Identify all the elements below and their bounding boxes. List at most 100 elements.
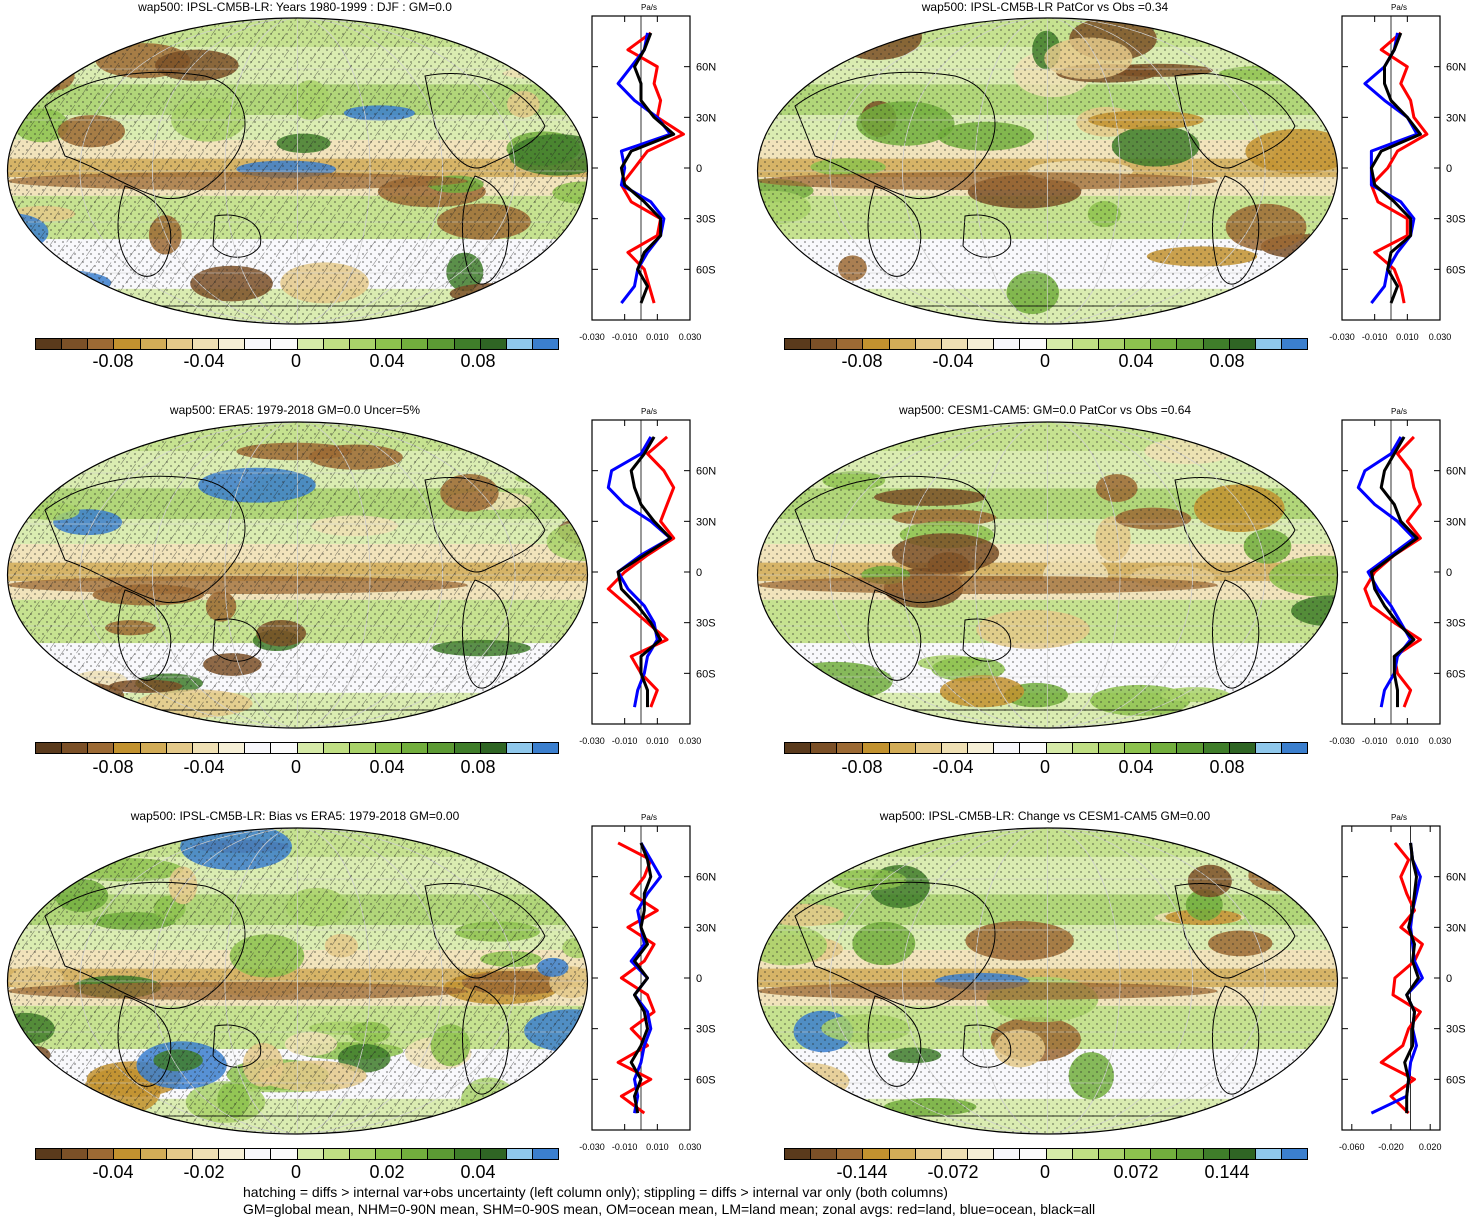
colorbar-swatch (1281, 339, 1308, 349)
colorbar-swatch (114, 1149, 141, 1159)
colorbar-swatch (1177, 743, 1204, 753)
colorbar-swatch (1020, 743, 1047, 753)
colorbar-swatch (297, 339, 324, 349)
lat-label: 30S (696, 618, 716, 630)
colorbar-swatch (402, 743, 429, 753)
zonal-profile-chart: Pa/s -0.030 -0.010 0.010 0.030 60N 30N 0 30S 60S (579, 407, 716, 746)
colorbar-swatch (1020, 339, 1047, 349)
zonal-profile-chart: Pa/s -0.060 -0.020 0.020 60N 30N 0 30S 60S (1339, 813, 1466, 1152)
colorbar-swatch (428, 743, 455, 753)
colorbar-tick-label: 0.144 (1204, 1162, 1250, 1182)
x-tick-label: 0.010 (646, 1142, 669, 1152)
colorbar-swatch (915, 1149, 942, 1159)
zonal-profile-chart: Pa/s -0.030 -0.010 0.010 0.030 60N 30N 0 30S 60S (1329, 3, 1466, 342)
colorbar-swatch (532, 743, 559, 753)
colorbar-swatch (323, 339, 350, 349)
colorbar-swatch (323, 743, 350, 753)
colorbar-swatch (941, 339, 969, 349)
colorbar-tick-label: -0.08 (92, 757, 134, 777)
colorbar-swatch (863, 339, 890, 349)
colorbar-swatch (36, 339, 63, 349)
zonal-profile-chart: Pa/s -0.030 -0.010 0.010 0.030 60N 30N 0 30S 60S (579, 3, 716, 342)
x-tick-label: -0.030 (1329, 736, 1355, 746)
panel-title: wap500: ERA5: 1979-2018 GM=0.0 Uncer=5% (169, 403, 421, 417)
x-tick-label: -0.060 (1339, 1142, 1365, 1152)
colorbar-tick-label: 0 (290, 351, 302, 371)
lat-label: 30N (696, 922, 716, 934)
colorbar-swatch (1281, 743, 1308, 753)
x-tick-label: -0.010 (612, 1142, 638, 1152)
colorbar-swatch (1046, 1149, 1073, 1159)
colorbar-swatch (245, 743, 272, 753)
colorbar-swatch (915, 743, 942, 753)
colorbar-swatch (192, 743, 220, 753)
colorbar-swatch (62, 743, 89, 753)
colorbar-tick-label: 0.08 (460, 757, 496, 777)
colorbar-swatch (1046, 339, 1073, 349)
colorbar-tick-label: 0 (290, 1162, 302, 1182)
colorbar-swatch (941, 743, 969, 753)
lat-label: 60S (696, 264, 716, 276)
colorbar-swatch (114, 339, 141, 349)
colorbar (784, 338, 1308, 350)
colorbar-swatch (889, 743, 916, 753)
colorbar-tick-label: 0 (1039, 351, 1051, 371)
lat-label: 60N (696, 872, 716, 884)
colorbar-swatch (1177, 339, 1204, 349)
colorbar-tick-label: 0 (290, 757, 302, 777)
colorbar-swatch (245, 339, 272, 349)
x-tick-label: 0.030 (1429, 736, 1452, 746)
colorbar-swatch (1072, 339, 1099, 349)
lat-label: 60S (1446, 264, 1466, 276)
x-tick-label: 0.010 (646, 736, 669, 746)
units-label: Pa/s (1391, 813, 1407, 822)
colorbar-swatch (1072, 743, 1099, 753)
colorbar-swatch (454, 1149, 481, 1159)
colorbar-swatch (1255, 743, 1282, 753)
lat-label: 30S (1446, 1024, 1466, 1036)
colorbar-swatch (1098, 743, 1126, 753)
x-tick-label: -0.030 (579, 736, 605, 746)
lat-label: 60N (696, 62, 716, 74)
colorbar-tick-label: 0 (1039, 757, 1051, 777)
colorbar-swatch (994, 339, 1021, 349)
lat-label: 60S (1446, 1074, 1466, 1086)
lat-label: 30N (1446, 112, 1466, 124)
colorbar-swatch (941, 1149, 969, 1159)
zonal-profile-chart: Pa/s -0.030 -0.010 0.010 0.030 60N 30N 0 30S 60S (1329, 407, 1466, 746)
colorbar-swatch (1125, 339, 1152, 349)
panel-title: wap500: IPSL-CM5B-LR PatCor vs Obs =0.34 (921, 0, 1169, 14)
map-outline (756, 827, 1339, 1135)
colorbar-swatch (140, 1149, 167, 1159)
colorbar-swatch (166, 1149, 193, 1159)
colorbar-swatch (62, 1149, 89, 1159)
colorbar-swatch (968, 743, 995, 753)
colorbar-swatch (1203, 339, 1230, 349)
x-tick-label: -0.010 (1362, 332, 1388, 342)
lat-label: 30N (696, 112, 716, 124)
colorbar-swatch (219, 743, 246, 753)
x-tick-label: 0.030 (679, 736, 702, 746)
colorbar-swatch (140, 339, 167, 349)
lat-label: 30N (1446, 516, 1466, 528)
units-label: Pa/s (641, 813, 657, 822)
lat-label: 30S (1446, 214, 1466, 226)
colorbar-swatch (1281, 1149, 1308, 1159)
colorbar-swatch (376, 339, 403, 349)
colorbar-swatch (62, 339, 89, 349)
colorbar-swatch (532, 1149, 559, 1159)
colorbar-swatch (837, 339, 864, 349)
robinson-map (756, 421, 1339, 729)
lat-label: 0 (1446, 163, 1452, 175)
colorbar-swatch (192, 339, 220, 349)
colorbar-swatch (1098, 339, 1126, 349)
footer-line-2: GM=global mean, NHM=0-90N mean, SHM=0-90… (243, 1201, 1096, 1217)
colorbar-swatch (402, 339, 429, 349)
colorbar-swatch (349, 1149, 377, 1159)
colorbar-swatch (994, 743, 1021, 753)
lat-label: 30N (1446, 922, 1466, 934)
colorbar-swatch (863, 743, 890, 753)
x-tick-label: 0.030 (679, 332, 702, 342)
colorbar-swatch (1177, 1149, 1204, 1159)
lat-label: 60N (1446, 466, 1466, 478)
